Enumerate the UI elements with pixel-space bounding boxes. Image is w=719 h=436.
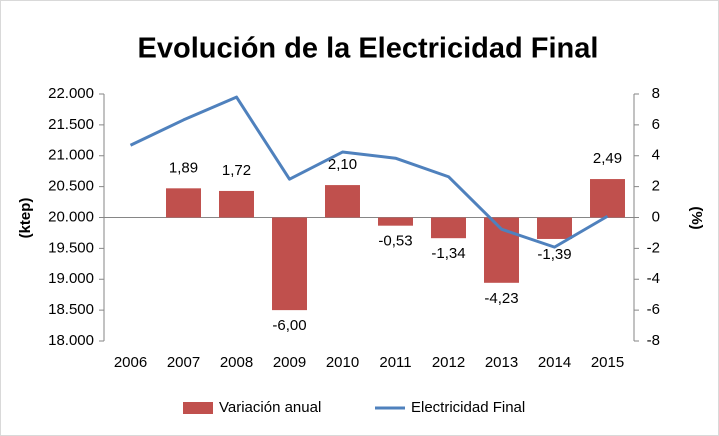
y-tick-label: 18.000: [48, 332, 94, 349]
y2-tick-label: -6: [647, 301, 660, 318]
y-tick-label: 20.500: [48, 178, 94, 195]
legend-label: Variación anual: [219, 399, 321, 416]
y2-tick-label: 6: [652, 116, 660, 133]
x-tick-label: 2014: [538, 354, 571, 371]
x-tick-label: 2006: [114, 354, 147, 371]
y2-tick-label: -2: [647, 239, 660, 256]
x-tick-label: 2013: [485, 354, 518, 371]
y-tick-label: 19.500: [48, 239, 94, 256]
bar: [590, 179, 625, 218]
bar: [537, 217, 572, 239]
data-label: 1,72: [222, 162, 251, 179]
data-label: -4,23: [484, 290, 518, 307]
bar: [431, 217, 466, 239]
x-tick-label: 2011: [379, 354, 411, 371]
x-tick-label: 2012: [432, 354, 465, 371]
y2-tick-label: 4: [652, 147, 660, 164]
bar: [272, 217, 307, 311]
y-tick-label: 21.000: [48, 147, 94, 164]
data-label: -1,39: [537, 246, 571, 263]
x-tick-label: 2009: [273, 354, 306, 371]
data-label: 1,89: [169, 159, 198, 176]
data-label: -1,34: [431, 245, 465, 262]
y2-tick-label: 2: [652, 178, 660, 195]
x-tick-label: 2010: [326, 354, 359, 371]
y-tick-label: 21.500: [48, 116, 94, 133]
data-label: 2,10: [328, 156, 357, 173]
data-label: 2,49: [593, 150, 622, 167]
y2-tick-label: 8: [652, 85, 660, 102]
y-axis-label: (ktep): [17, 198, 34, 239]
data-label: -0,53: [378, 233, 412, 250]
bar: [378, 217, 413, 226]
y2-tick-label: -4: [647, 270, 660, 287]
x-tick-label: 2015: [591, 354, 624, 371]
bar: [325, 185, 360, 218]
y-tick-label: 22.000: [48, 85, 94, 102]
x-tick-label: 2007: [167, 354, 200, 371]
y-tick-label: 18.500: [48, 301, 94, 318]
y-tick-label: 19.000: [48, 270, 94, 287]
legend-label: Electricidad Final: [411, 399, 525, 416]
legend-swatch: [183, 402, 213, 414]
y2-axis-label: (%): [688, 206, 705, 229]
line: [129, 95, 609, 249]
y-tick-label: 20.000: [48, 208, 94, 225]
data-label: -6,00: [272, 317, 306, 334]
x-tick-label: 2008: [220, 354, 253, 371]
bar: [166, 188, 201, 218]
chart-title: Evolución de la Electricidad Final: [138, 33, 599, 65]
y2-tick-label: -8: [647, 332, 660, 349]
y2-tick-label: 0: [652, 208, 660, 225]
bar: [219, 190, 254, 218]
